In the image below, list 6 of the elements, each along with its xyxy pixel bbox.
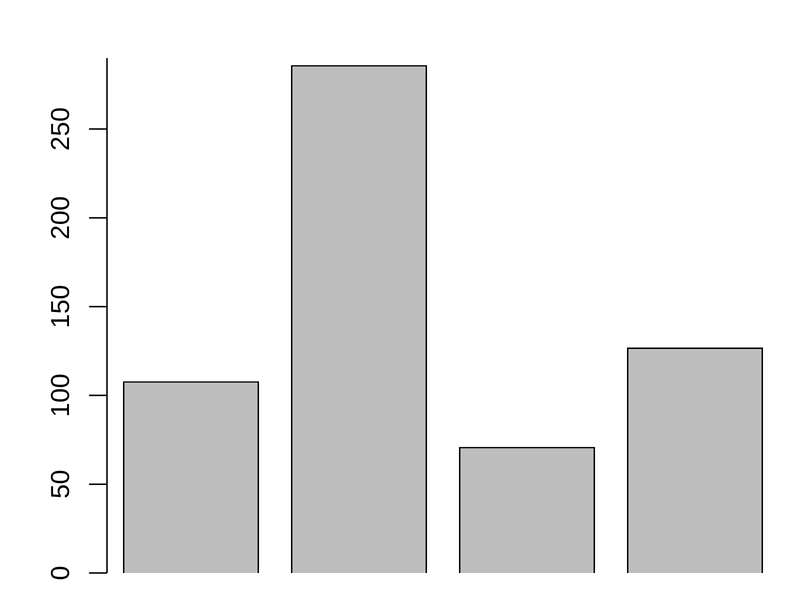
y-tick-label: 200 xyxy=(45,196,76,240)
y-tick-label: 150 xyxy=(45,284,76,328)
y-tick-label: 250 xyxy=(45,107,76,151)
y-tick-label: 50 xyxy=(45,470,76,499)
y-tick-label: 0 xyxy=(45,566,76,580)
y-tick-label: 100 xyxy=(45,374,76,418)
